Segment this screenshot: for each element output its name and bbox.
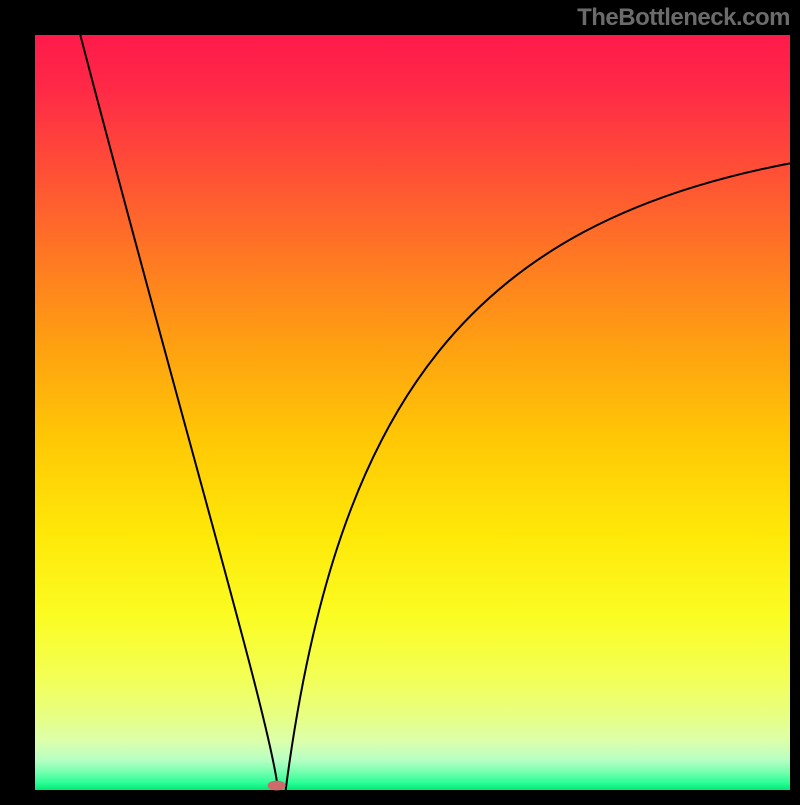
chart-container: TheBottleneck.com (0, 0, 800, 800)
watermark-text: TheBottleneck.com (577, 4, 790, 32)
min-marker (268, 781, 286, 791)
plot-background (35, 35, 790, 790)
bottleneck-chart (0, 0, 800, 800)
